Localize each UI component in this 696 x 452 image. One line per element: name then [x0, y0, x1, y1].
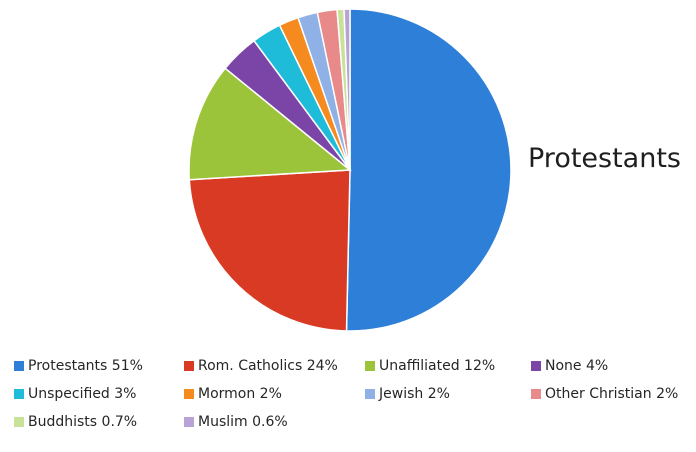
legend-item-buddhists: Buddhists 0.7%: [14, 414, 137, 430]
legend-swatch-none: [531, 361, 541, 371]
legend-swatch-jewish: [365, 389, 375, 399]
legend-swatch-muslim: [184, 417, 194, 427]
legend-label-rom-catholics: Rom. Catholics 24%: [198, 358, 338, 374]
legend-label-muslim: Muslim 0.6%: [198, 414, 288, 430]
legend-item-protestants: Protestants 51%: [14, 358, 143, 374]
legend-item-mormon: Mormon 2%: [184, 386, 282, 402]
legend-swatch-mormon: [184, 389, 194, 399]
legend-label-mormon: Mormon 2%: [198, 386, 282, 402]
pie-chart: Protestants: [188, 8, 681, 332]
legend-item-rom-catholics: Rom. Catholics 24%: [184, 358, 338, 374]
pie-slice-rom-catholics: [188, 169, 351, 332]
legend-swatch-unaffiliated: [365, 361, 375, 371]
legend-label-unaffiliated: Unaffiliated 12%: [379, 358, 496, 374]
legend-label-none: None 4%: [545, 358, 609, 374]
legend-swatch-buddhists: [14, 417, 24, 427]
legend-item-muslim: Muslim 0.6%: [184, 414, 288, 430]
legend-item-unaffiliated: Unaffiliated 12%: [365, 358, 495, 374]
legend-swatch-protestants: [14, 361, 24, 371]
legend-label-buddhists: Buddhists 0.7%: [28, 414, 138, 430]
legend-swatch-rom-catholics: [184, 361, 194, 371]
pie-slice-protestants: [345, 8, 512, 332]
legend: Protestants 51% Rom. Catholics 24% Unaffil…: [14, 358, 694, 448]
chart-title: Protestants: [528, 143, 681, 174]
pie-chart-svg: [188, 8, 512, 332]
legend-label-other-christian: Other Christian 2%: [545, 386, 679, 402]
pie-slice-muslim: [343, 8, 351, 171]
legend-item-none: None 4%: [531, 358, 608, 374]
legend-swatch-unspecified: [14, 389, 24, 399]
legend-label-jewish: Jewish 2%: [379, 386, 450, 402]
legend-item-unspecified: Unspecified 3%: [14, 386, 136, 402]
legend-label-protestants: Protestants 51%: [28, 358, 143, 374]
legend-swatch-other-christian: [531, 389, 541, 399]
legend-item-jewish: Jewish 2%: [365, 386, 450, 402]
legend-label-unspecified: Unspecified 3%: [28, 386, 137, 402]
legend-item-other-christian: Other Christian 2%: [531, 386, 678, 402]
pie-slice-unaffiliated: [188, 67, 352, 181]
